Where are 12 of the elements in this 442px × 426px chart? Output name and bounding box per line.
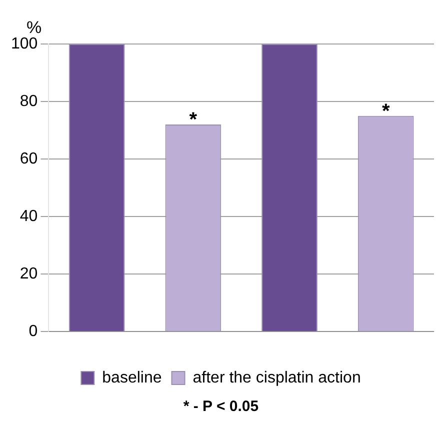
y-axis-title: % xyxy=(26,18,42,38)
y-tick-label: 100 xyxy=(10,35,38,52)
legend-label: after the cisplatin action xyxy=(192,369,361,386)
y-tick-label: 40 xyxy=(20,208,38,225)
y-tick-label: 60 xyxy=(20,150,38,168)
y-tick-label: 0 xyxy=(28,323,38,340)
y-tick-label: 20 xyxy=(20,265,38,282)
legend-label: baseline xyxy=(102,369,162,386)
data-label: * xyxy=(382,100,390,122)
data-label: * xyxy=(189,109,198,132)
y-tick-label: 80 xyxy=(20,92,38,110)
text: * - P < 0.05 xyxy=(182,398,260,415)
